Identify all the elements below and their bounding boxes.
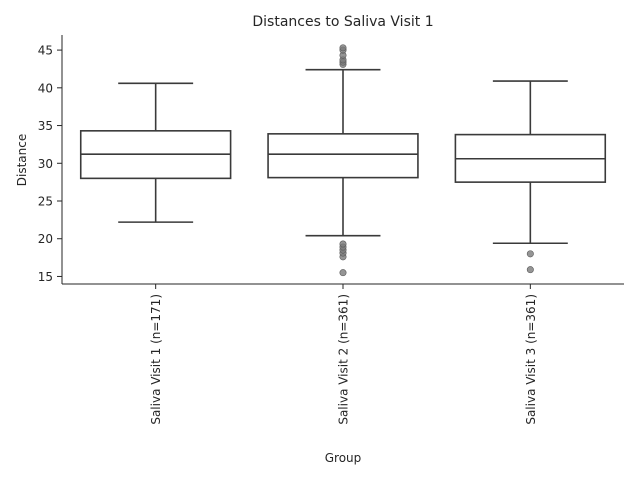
outlier-point — [339, 44, 347, 52]
y-tick-label: 30 — [38, 157, 53, 171]
x-axis-ticks: Saliva Visit 1 (n=171) Saliva Visit 2 (n=… — [149, 284, 538, 425]
x-tick-label: Saliva Visit 1 (n=171) — [149, 294, 163, 425]
box-group-2 — [267, 44, 419, 277]
y-tick-label: 35 — [38, 119, 53, 133]
y-axis-ticks: 15 20 25 30 35 40 45 — [38, 44, 62, 284]
outlier-point — [339, 240, 347, 248]
y-tick-label: 25 — [38, 195, 53, 209]
outlier-point — [526, 250, 534, 258]
x-tick-label: Saliva Visit 3 (n=361) — [524, 294, 538, 425]
y-axis-label: Distance — [15, 134, 29, 186]
iqr-box — [267, 133, 419, 179]
y-tick-label: 15 — [38, 270, 53, 284]
outlier-point — [339, 269, 347, 277]
x-tick-label: Saliva Visit 2 (n=361) — [337, 294, 351, 425]
chart-title: Distances to Saliva Visit 1 — [252, 14, 433, 30]
box-group-1 — [79, 82, 232, 223]
y-tick-label: 45 — [38, 44, 53, 58]
plot-area — [79, 44, 607, 277]
y-tick-label: 20 — [38, 232, 53, 246]
y-tick-label: 40 — [38, 81, 53, 95]
x-axis-label: Group — [325, 451, 362, 465]
box-group-3 — [454, 80, 607, 274]
outlier-point — [526, 266, 534, 274]
